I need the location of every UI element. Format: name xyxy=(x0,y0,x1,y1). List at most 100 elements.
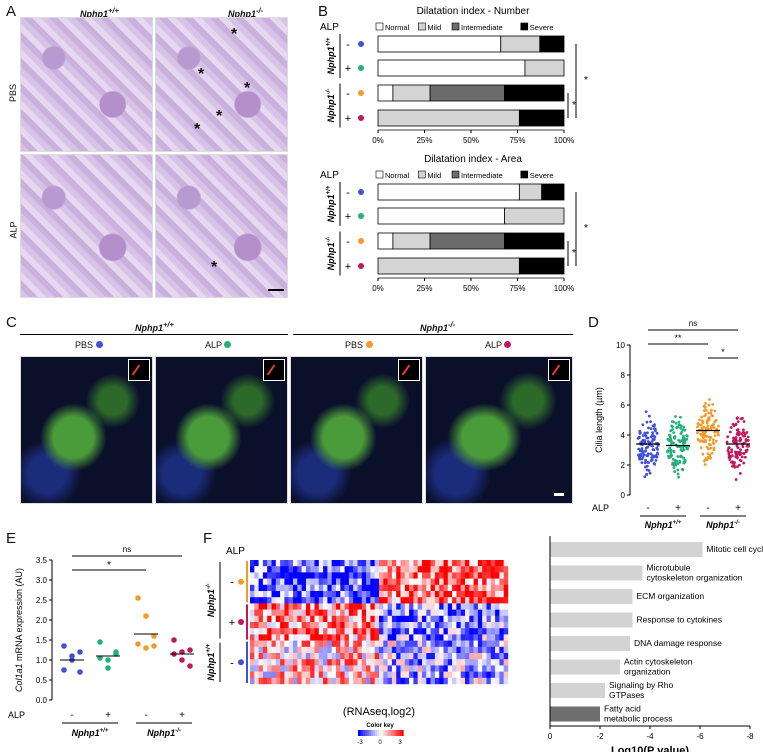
heatmap-cell xyxy=(374,653,380,660)
heatmap-cell xyxy=(452,640,457,647)
heatmap-cell xyxy=(417,646,423,654)
legend-swatch xyxy=(520,170,529,179)
heatmap-cell xyxy=(318,597,324,604)
heatmap-cell xyxy=(327,671,332,678)
heatmap-cell xyxy=(288,609,294,616)
heatmap-cell xyxy=(344,677,350,685)
x-tick-label: 0% xyxy=(372,136,384,145)
data-point xyxy=(728,458,732,461)
heatmap-cell xyxy=(400,591,405,598)
panel-c-letter: C xyxy=(6,314,17,331)
data-point xyxy=(728,430,732,434)
group-dot xyxy=(238,659,244,666)
heatmap-cell xyxy=(409,628,414,635)
heatmap-cell xyxy=(374,584,380,592)
data-point xyxy=(710,423,714,427)
heatmap-cell xyxy=(361,646,367,654)
data-point xyxy=(652,424,656,428)
heatmap-cell xyxy=(499,591,504,598)
heatmap-cell xyxy=(430,597,436,604)
heatmap-cell xyxy=(323,659,328,666)
heatmap-cell xyxy=(301,640,307,647)
heatmap-cell xyxy=(293,566,298,573)
heatmap-cell xyxy=(417,653,423,660)
heatmap-cell xyxy=(323,615,328,623)
heatmap-cell xyxy=(301,634,307,641)
heatmap-cell xyxy=(430,640,436,647)
heatmap-cell xyxy=(486,615,491,623)
data-point xyxy=(712,426,716,429)
heatmap-cell xyxy=(327,572,332,579)
heatmap-cell xyxy=(443,572,448,579)
heatmap-cell xyxy=(370,659,375,666)
heatmap-cell xyxy=(310,591,315,598)
heatmap-cell xyxy=(379,671,384,678)
heatmap-cell xyxy=(280,653,285,660)
heatmap-cell xyxy=(482,578,487,585)
data-point xyxy=(679,448,683,451)
heatmap-cell xyxy=(361,677,367,685)
heatmap-cell xyxy=(499,628,504,635)
heatmap-cell xyxy=(348,671,354,678)
heatmap-cell xyxy=(318,566,324,573)
heatmap-cell xyxy=(366,597,371,604)
heatmap-cell xyxy=(383,603,388,610)
sig-label: * xyxy=(721,347,725,357)
heatmap-cell xyxy=(387,646,393,654)
x-tick-label: 75% xyxy=(509,284,525,293)
heatmap-cell xyxy=(293,659,298,666)
heatmap-cell xyxy=(439,677,444,685)
heatmap-cell xyxy=(275,609,281,616)
heatmap-cell xyxy=(340,677,345,685)
heatmap-cell xyxy=(293,615,298,623)
group-dot xyxy=(358,115,364,121)
heatmap-cell xyxy=(434,646,440,654)
x-tick-label: 0% xyxy=(372,284,384,293)
heatmap-cell xyxy=(490,584,496,592)
data-point xyxy=(709,411,713,415)
color-key-cell xyxy=(378,730,381,736)
heatmap-cell xyxy=(258,609,264,616)
heatmap-cell xyxy=(293,622,298,629)
data-point xyxy=(706,417,710,421)
heatmap-cell xyxy=(499,640,504,647)
data-point xyxy=(696,422,700,425)
rnaseq-heatmap: ALP-+-Nphp1-/-Nphp1+/+(RNAseq,log2)Color… xyxy=(206,546,509,746)
heatmap-cell xyxy=(288,584,294,592)
fluorescence-image-ko-pbs xyxy=(290,356,423,504)
group-label: Nphp1-/- xyxy=(326,89,336,123)
heatmap-cell xyxy=(383,560,388,567)
heatmap-cell xyxy=(301,566,307,573)
heatmap-cell xyxy=(271,591,276,598)
data-point xyxy=(699,423,703,427)
heatmap-cell xyxy=(288,640,294,647)
heatmap-cell xyxy=(353,653,358,660)
heatmap-cell xyxy=(391,578,397,585)
heatmap-cell xyxy=(460,653,466,660)
data-point xyxy=(710,413,714,417)
heatmap-cell xyxy=(262,578,268,585)
heatmap-cell xyxy=(318,622,324,629)
heatmap-cell xyxy=(434,665,440,672)
legend-label: Normal xyxy=(385,171,410,180)
heatmap-cell xyxy=(361,628,367,635)
heatmap-cell xyxy=(396,560,401,567)
bar-segment xyxy=(377,59,526,77)
heatmap-cell xyxy=(305,572,311,579)
legend-swatch xyxy=(375,170,384,179)
data-point xyxy=(696,438,700,441)
heatmap-cell xyxy=(409,665,414,672)
bar-segment xyxy=(377,183,520,201)
heatmap-cell xyxy=(465,628,470,635)
heatmap-cell xyxy=(482,572,487,579)
heatmap-cell xyxy=(469,640,474,647)
heatmap-cell xyxy=(254,566,259,573)
data-point xyxy=(683,459,687,463)
heatmap-cell xyxy=(400,597,405,604)
panel-c-label-wt-pbs: PBS xyxy=(75,340,103,350)
heatmap-cell xyxy=(383,572,388,579)
alp-label: ALP xyxy=(592,503,609,513)
heatmap-cell xyxy=(495,578,500,585)
data-point xyxy=(679,424,683,428)
heatmap-cell xyxy=(305,566,311,573)
